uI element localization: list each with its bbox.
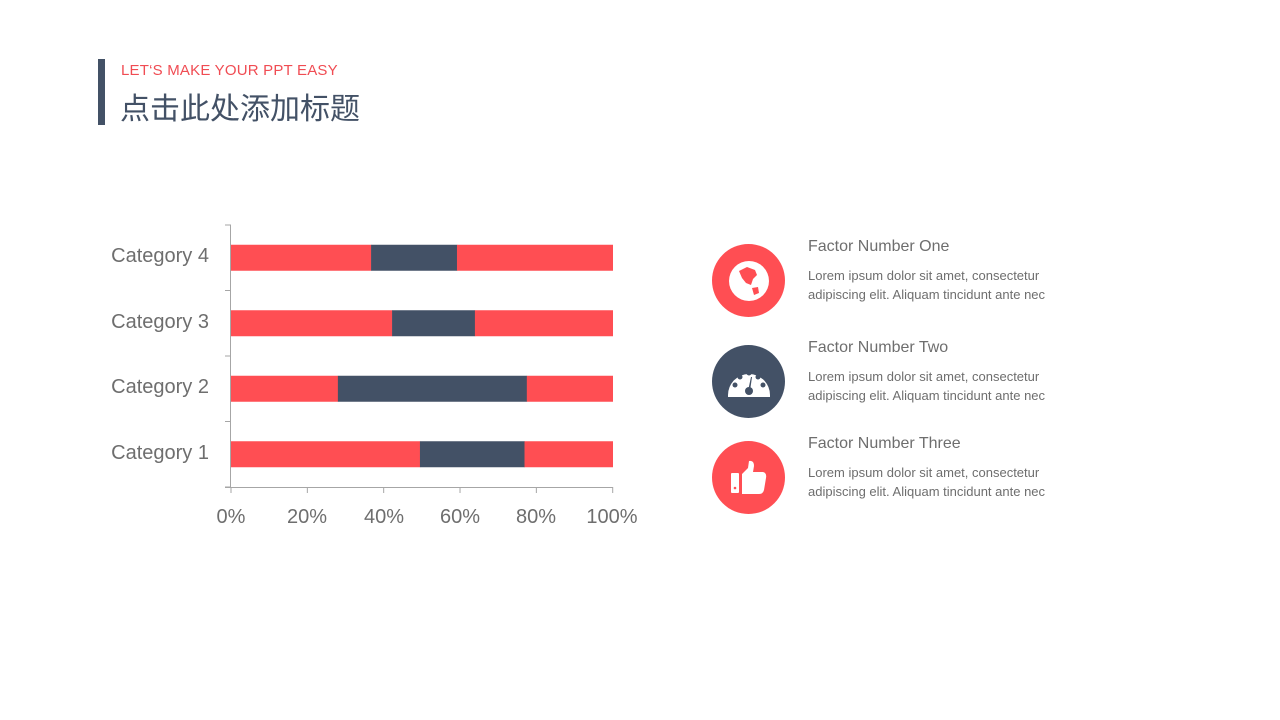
bar-segment [231, 310, 393, 337]
category-label: Category 1 [111, 442, 209, 464]
x-tick-label: 20% [286, 506, 328, 528]
bar-segment [337, 375, 528, 402]
factor-item: Factor Number Three Lorem ipsum dolor si… [712, 435, 1162, 517]
bar-segment [231, 441, 421, 468]
factor-title: Factor Number Three [808, 435, 961, 452]
x-tick-label: 40% [363, 506, 405, 528]
bar-segment [419, 441, 525, 468]
factor-title: Factor Number One [808, 238, 950, 255]
bar-segment [231, 244, 372, 271]
thumbs-up-icon [712, 441, 785, 514]
x-tick-label: 0% [216, 506, 246, 528]
bar-segment [371, 244, 458, 271]
factor-title: Factor Number Two [808, 339, 949, 356]
x-tick-label: 80% [515, 506, 557, 528]
title-accent-bar [98, 59, 105, 125]
factor-body: Lorem ipsum dolor sit amet, consectetur … [808, 465, 1046, 499]
slide-subtitle: LET‘S MAKE YOUR PPT EASY [121, 62, 338, 79]
factor-body: Lorem ipsum dolor sit amet, consectetur … [808, 268, 1046, 302]
bar-segment [456, 244, 613, 271]
factor-body: Lorem ipsum dolor sit amet, consectetur … [808, 369, 1046, 403]
factor-item: Factor Number Two Lorem ipsum dolor sit … [712, 339, 1162, 421]
bar-segment [526, 375, 613, 402]
bar-segment [392, 310, 476, 337]
x-tick-label: 60% [439, 506, 481, 528]
bar-segment [231, 375, 339, 402]
factor-item: Factor Number One Lorem ipsum dolor sit … [712, 238, 1162, 320]
category-label: Category 4 [111, 245, 209, 267]
x-tick-label: 100% [586, 506, 638, 528]
globe-icon [712, 244, 785, 317]
bar-segment [474, 310, 613, 337]
slide-title: 点击此处添加标题 [120, 92, 360, 127]
speedometer-icon [712, 345, 785, 418]
category-label: Category 3 [111, 311, 209, 333]
category-label: Category 2 [111, 376, 209, 398]
bar-segment [524, 441, 613, 468]
